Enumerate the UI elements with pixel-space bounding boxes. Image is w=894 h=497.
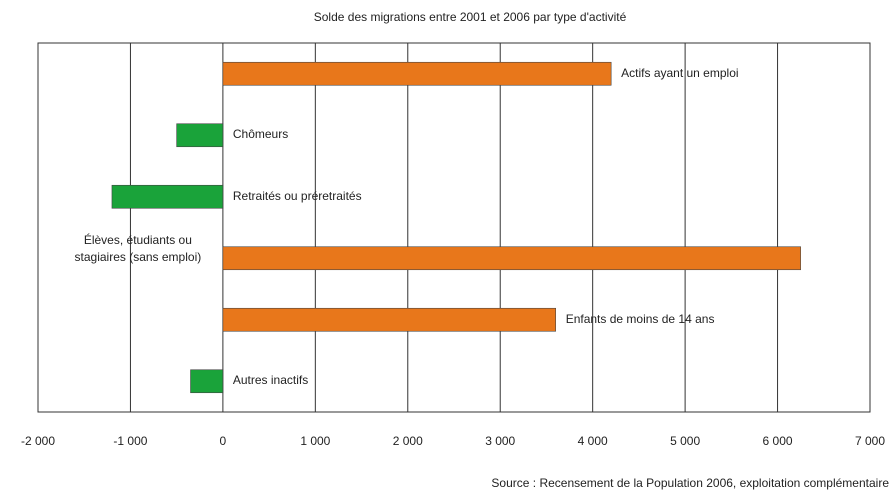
- bar: [222, 61, 612, 86]
- chart-title: Solde des migrations entre 2001 et 2006 …: [314, 10, 627, 24]
- category-label: Autres inactifs: [232, 373, 309, 388]
- plot-frame: [37, 42, 871, 413]
- category-label: Enfants de moins de 14 ans: [565, 311, 715, 326]
- bar: [111, 184, 224, 209]
- x-tick-label: -1 000: [113, 434, 147, 448]
- x-tick-label: 5 000: [670, 434, 700, 448]
- x-tick-label: 2 000: [393, 434, 423, 448]
- bar: [176, 123, 224, 148]
- source: Source : Recensement de la Population 20…: [491, 476, 889, 490]
- x-tick-label: 6 000: [763, 434, 793, 448]
- x-tick-label: -2 000: [21, 434, 55, 448]
- x-tick-label: 0: [220, 434, 227, 448]
- category-label: Retraités ou préretraités: [232, 188, 362, 203]
- category-label: Élèves, étudiants ou stagiaires (sans em…: [74, 233, 202, 265]
- bar: [222, 307, 556, 332]
- x-tick-label: 3 000: [485, 434, 515, 448]
- category-label: Chômeurs: [232, 127, 289, 142]
- x-tick-label: 1 000: [300, 434, 330, 448]
- x-tick-label: 4 000: [578, 434, 608, 448]
- bar: [190, 369, 224, 394]
- bar: [222, 246, 801, 271]
- x-tick-label: 7 000: [855, 434, 885, 448]
- category-label: Actifs ayant un emploi: [621, 65, 739, 80]
